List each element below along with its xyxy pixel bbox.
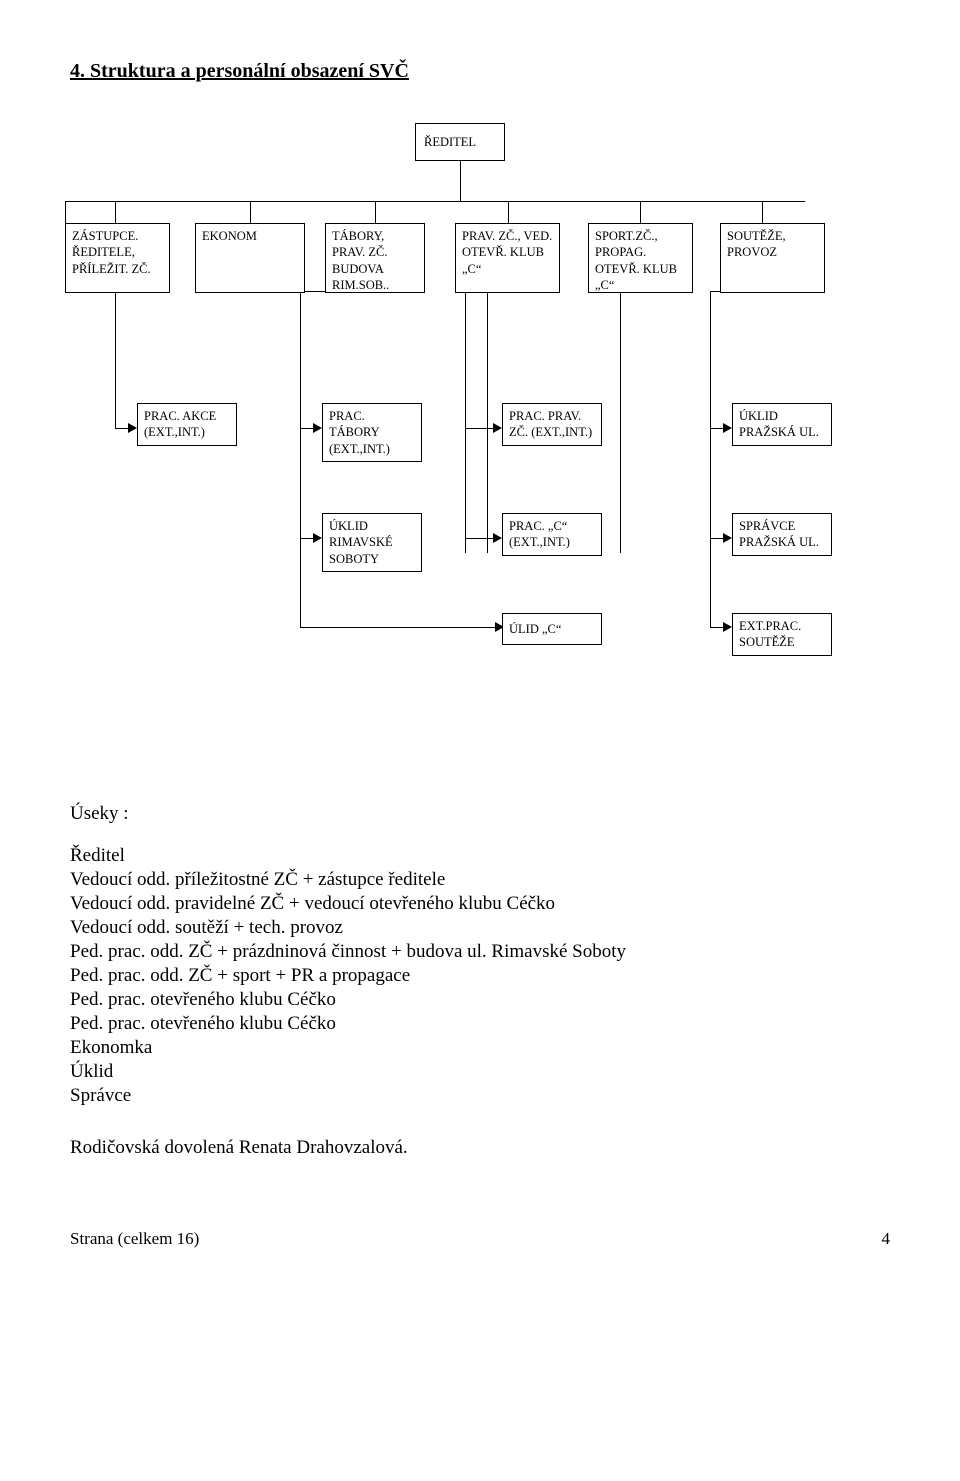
node-prac-akce: PRAC. AKCE (EXT.,INT.) [137,403,237,446]
usek-title: Úseky : [70,803,890,825]
node-uklid-praz: ÚKLID PRAŽSKÁ UL. [732,403,832,446]
node-prac-pravzc: PRAC. PRAV. ZČ. (EXT.,INT.) [502,403,602,446]
node-ext-sout: EXT.PRAC. SOUTĚŽE [732,613,832,656]
node-tabory: TÁBORY, PRAV. ZČ. BUDOVA RIM.SOB.. [325,223,425,293]
usek-item: Správce [70,1085,890,1107]
footer-left: Strana (celkem 16) [70,1229,199,1249]
note: Rodičovská dovolená Renata Drahovzalová. [70,1137,890,1159]
footer: Strana (celkem 16) 4 [70,1229,890,1249]
org-chart: ŘEDITEL ZÁSTUPCE. ŘEDITELE, PŘÍLEŽIT. ZČ… [70,123,890,763]
node-ulid-c: ÚLID „C“ [502,613,602,645]
node-sportzc: SPORT.ZČ., PROPAG. OTEVŘ. KLUB „C“ [588,223,693,293]
usek-item: Úklid [70,1061,890,1083]
usek-item: Ped. prac. odd. ZČ + sport + PR a propag… [70,965,890,987]
node-prac-c: PRAC. „C“ (EXT.,INT.) [502,513,602,556]
node-zastupce: ZÁSTUPCE. ŘEDITELE, PŘÍLEŽIT. ZČ. [65,223,170,293]
usek-item: Ped. prac. otevřeného klubu Céčko [70,1013,890,1035]
usek-item: Ředitel [70,845,890,867]
usek-item: Ped. prac. otevřeného klubu Céčko [70,989,890,1011]
node-root: ŘEDITEL [415,123,505,161]
usek-item: Vedoucí odd. příležitostné ZČ + zástupce… [70,869,890,891]
node-ekonom: EKONOM [195,223,305,293]
usek-item: Ped. prac. odd. ZČ + prázdninová činnost… [70,941,890,963]
node-spravce: SPRÁVCE PRAŽSKÁ UL. [732,513,832,556]
node-souteze: SOUTĚŽE, PROVOZ [720,223,825,293]
usek-item: Ekonomka [70,1037,890,1059]
usek-item: Vedoucí odd. soutěží + tech. provoz [70,917,890,939]
section-heading: 4. Struktura a personální obsazení SVČ [70,60,890,83]
footer-right: 4 [882,1229,891,1249]
node-prac-tabory: PRAC. TÁBORY (EXT.,INT.) [322,403,422,462]
node-pravzc: PRAV. ZČ., VED. OTEVŘ. KLUB „C“ [455,223,560,293]
node-rimavske: ÚKLID RIMAVSKÉ SOBOTY [322,513,422,572]
usek-item: Vedoucí odd. pravidelné ZČ + vedoucí ote… [70,893,890,915]
usek-list: Ředitel Vedoucí odd. příležitostné ZČ + … [70,845,890,1107]
